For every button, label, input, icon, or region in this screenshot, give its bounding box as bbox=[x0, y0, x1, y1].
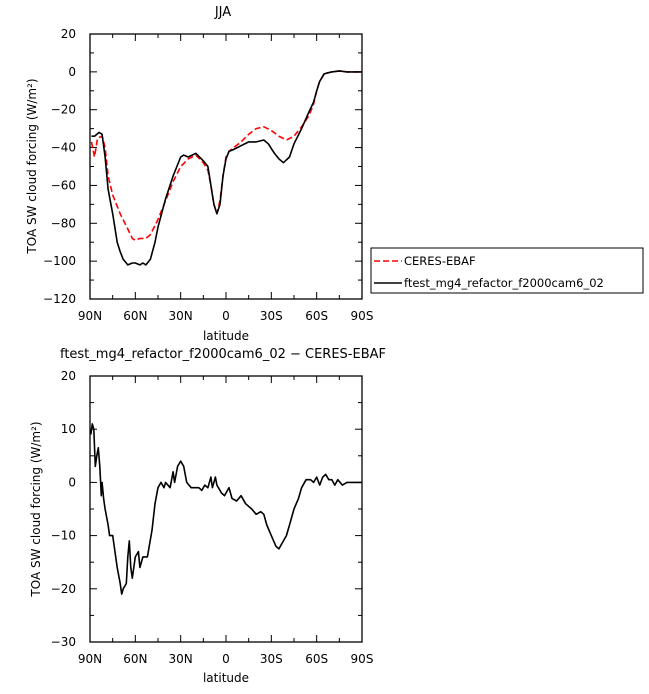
bottom-y-ticks: 20 10 0 −10 −20 −30 bbox=[51, 369, 362, 649]
x-tick-label: 60N bbox=[123, 652, 147, 666]
x-tick-label: 90N bbox=[78, 309, 102, 323]
y-tick-label: −80 bbox=[51, 216, 76, 230]
top-panel: JJA 20 0 −20 −40 −60 −80 −100 −120 90N 60N 30N 0 30… bbox=[25, 5, 373, 343]
top-series-group bbox=[90, 70, 362, 266]
y-tick-label: −30 bbox=[51, 635, 76, 649]
bottom-series-group bbox=[90, 423, 362, 595]
y-tick-label: 20 bbox=[61, 27, 76, 41]
y-tick-label: 10 bbox=[61, 422, 76, 436]
top-plot-frame bbox=[89, 33, 363, 300]
x-tick-label: 60S bbox=[305, 652, 328, 666]
bottom-plot-frame bbox=[89, 375, 363, 643]
legend-label-ceres-ebaf: CERES-EBAF bbox=[404, 254, 476, 268]
bottom-y-axis-label: TOA SW cloud forcing (W/m²) bbox=[29, 421, 43, 597]
bottom-title: ftest_mg4_refactor_f2000cam6_02 − CERES-… bbox=[60, 347, 386, 362]
x-tick-label: 30S bbox=[260, 652, 283, 666]
x-tick-label: 90S bbox=[351, 652, 374, 666]
series-line-ftest bbox=[91, 70, 362, 266]
top-title: JJA bbox=[214, 5, 231, 20]
top-x-axis-label: latitude bbox=[203, 329, 249, 343]
top-y-ticks: 20 0 −20 −40 −60 −80 −100 −120 bbox=[43, 27, 362, 306]
y-tick-label: −20 bbox=[51, 582, 76, 596]
series-line-difference bbox=[90, 423, 362, 595]
x-tick-label: 60S bbox=[305, 309, 328, 323]
legend-box bbox=[370, 247, 644, 294]
y-tick-label: −120 bbox=[43, 292, 76, 306]
y-tick-label: 20 bbox=[61, 369, 76, 383]
y-tick-label: −40 bbox=[51, 141, 76, 155]
y-tick-label: −10 bbox=[51, 529, 76, 543]
top-x-ticks: 90N 60N 30N 0 30S 60S 90S bbox=[78, 34, 374, 323]
legend-label-ftest: ftest_mg4_refactor_f2000cam6_02 bbox=[404, 276, 604, 290]
top-y-axis-label: TOA SW cloud forcing (W/m²) bbox=[25, 78, 39, 254]
legend: CERES-EBAF ftest_mg4_refactor_f2000cam6_… bbox=[370, 247, 644, 294]
y-tick-label: 0 bbox=[68, 475, 76, 489]
x-tick-label: 30N bbox=[169, 652, 193, 666]
x-tick-label: 0 bbox=[222, 309, 230, 323]
x-tick-label: 30N bbox=[169, 309, 193, 323]
x-tick-label: 0 bbox=[222, 652, 230, 666]
bottom-panel: ftest_mg4_refactor_f2000cam6_02 − CERES-… bbox=[29, 347, 386, 685]
y-tick-label: −60 bbox=[51, 178, 76, 192]
x-tick-label: 60N bbox=[123, 309, 147, 323]
bottom-x-ticks: 90N 60N 30N 0 30S 60S 90S bbox=[78, 376, 374, 666]
bottom-x-axis-label: latitude bbox=[203, 671, 249, 685]
x-tick-label: 30S bbox=[260, 309, 283, 323]
y-tick-label: 0 bbox=[68, 65, 76, 79]
y-tick-label: −20 bbox=[51, 103, 76, 117]
y-tick-label: −100 bbox=[43, 254, 76, 268]
x-tick-label: 90S bbox=[351, 309, 374, 323]
x-tick-label: 90N bbox=[78, 652, 102, 666]
